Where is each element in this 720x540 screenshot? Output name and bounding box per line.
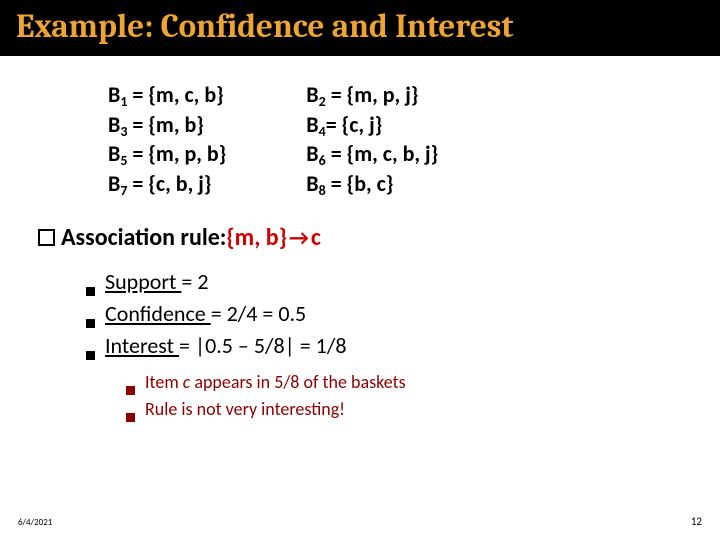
- note-not-interesting: Rule is not very interesting!: [126, 396, 676, 422]
- note-text: appears in 5/8 of the baskets: [190, 371, 405, 393]
- square-bullet-icon: [86, 287, 95, 296]
- assoc-rhs: c: [311, 223, 321, 252]
- slide-title: Example: Confidence and Interest: [16, 8, 704, 46]
- basket-b4: B4= {c, j}: [306, 110, 438, 140]
- metrics-list: Support = 2 Confidence = 2/4 = 0.5 Inter…: [86, 266, 676, 362]
- metric-value: = 2/4 = 0.5: [211, 300, 307, 327]
- title-bar: Example: Confidence and Interest: [0, 0, 720, 56]
- baskets-col-right: B2 = {m, p, j} B4= {c, j} B6 = {m, c, b,…: [306, 80, 438, 199]
- arrow-icon: →: [287, 224, 311, 251]
- metric-value: = |0.5 – 5/8| = 1/8: [179, 332, 346, 359]
- baskets-grid: B1 = {m, c, b} B3 = {m, b} B5 = {m, p, b…: [108, 80, 676, 199]
- metric-confidence: Confidence = 2/4 = 0.5: [86, 298, 676, 330]
- page-number: 12: [691, 515, 702, 528]
- association-rule-line: Association rule: {m, b} → c: [38, 223, 676, 252]
- metric-interest: Interest = |0.5 – 5/8| = 1/8: [86, 330, 676, 362]
- metric-value: = 2: [181, 268, 208, 295]
- basket-b5: B5 = {m, p, b}: [108, 139, 226, 169]
- basket-b1: B1 = {m, c, b}: [108, 80, 226, 110]
- notes-list: Item c appears in 5/8 of the baskets Rul…: [126, 369, 676, 421]
- basket-b2: B2 = {m, p, j}: [306, 80, 438, 110]
- assoc-lhs: {m, b}: [226, 223, 287, 252]
- note-text: Rule is not very interesting!: [145, 396, 345, 422]
- metric-name: Confidence: [105, 300, 211, 327]
- basket-b6: B6 = {m, c, b, j}: [306, 139, 438, 169]
- metric-name: Interest: [105, 332, 179, 359]
- square-bullet-icon: [126, 413, 135, 422]
- footer-date: 6/4/2021: [18, 517, 52, 528]
- assoc-prefix: Association rule:: [61, 223, 226, 252]
- baskets-col-left: B1 = {m, c, b} B3 = {m, b} B5 = {m, p, b…: [108, 80, 226, 199]
- metric-name: Support: [105, 268, 181, 295]
- square-bullet-icon: [86, 351, 95, 360]
- basket-b7: B7 = {c, b, j}: [108, 169, 226, 199]
- checkbox-icon: [38, 229, 55, 246]
- square-bullet-icon: [126, 386, 135, 395]
- metric-support: Support = 2: [86, 266, 676, 298]
- content-area: B1 = {m, c, b} B3 = {m, b} B5 = {m, p, b…: [0, 56, 720, 422]
- square-bullet-icon: [86, 319, 95, 328]
- basket-b3: B3 = {m, b}: [108, 110, 226, 140]
- note-item-c: Item c appears in 5/8 of the baskets: [126, 369, 676, 395]
- note-text: Item: [145, 371, 183, 393]
- basket-b8: B8 = {b, c}: [306, 169, 438, 199]
